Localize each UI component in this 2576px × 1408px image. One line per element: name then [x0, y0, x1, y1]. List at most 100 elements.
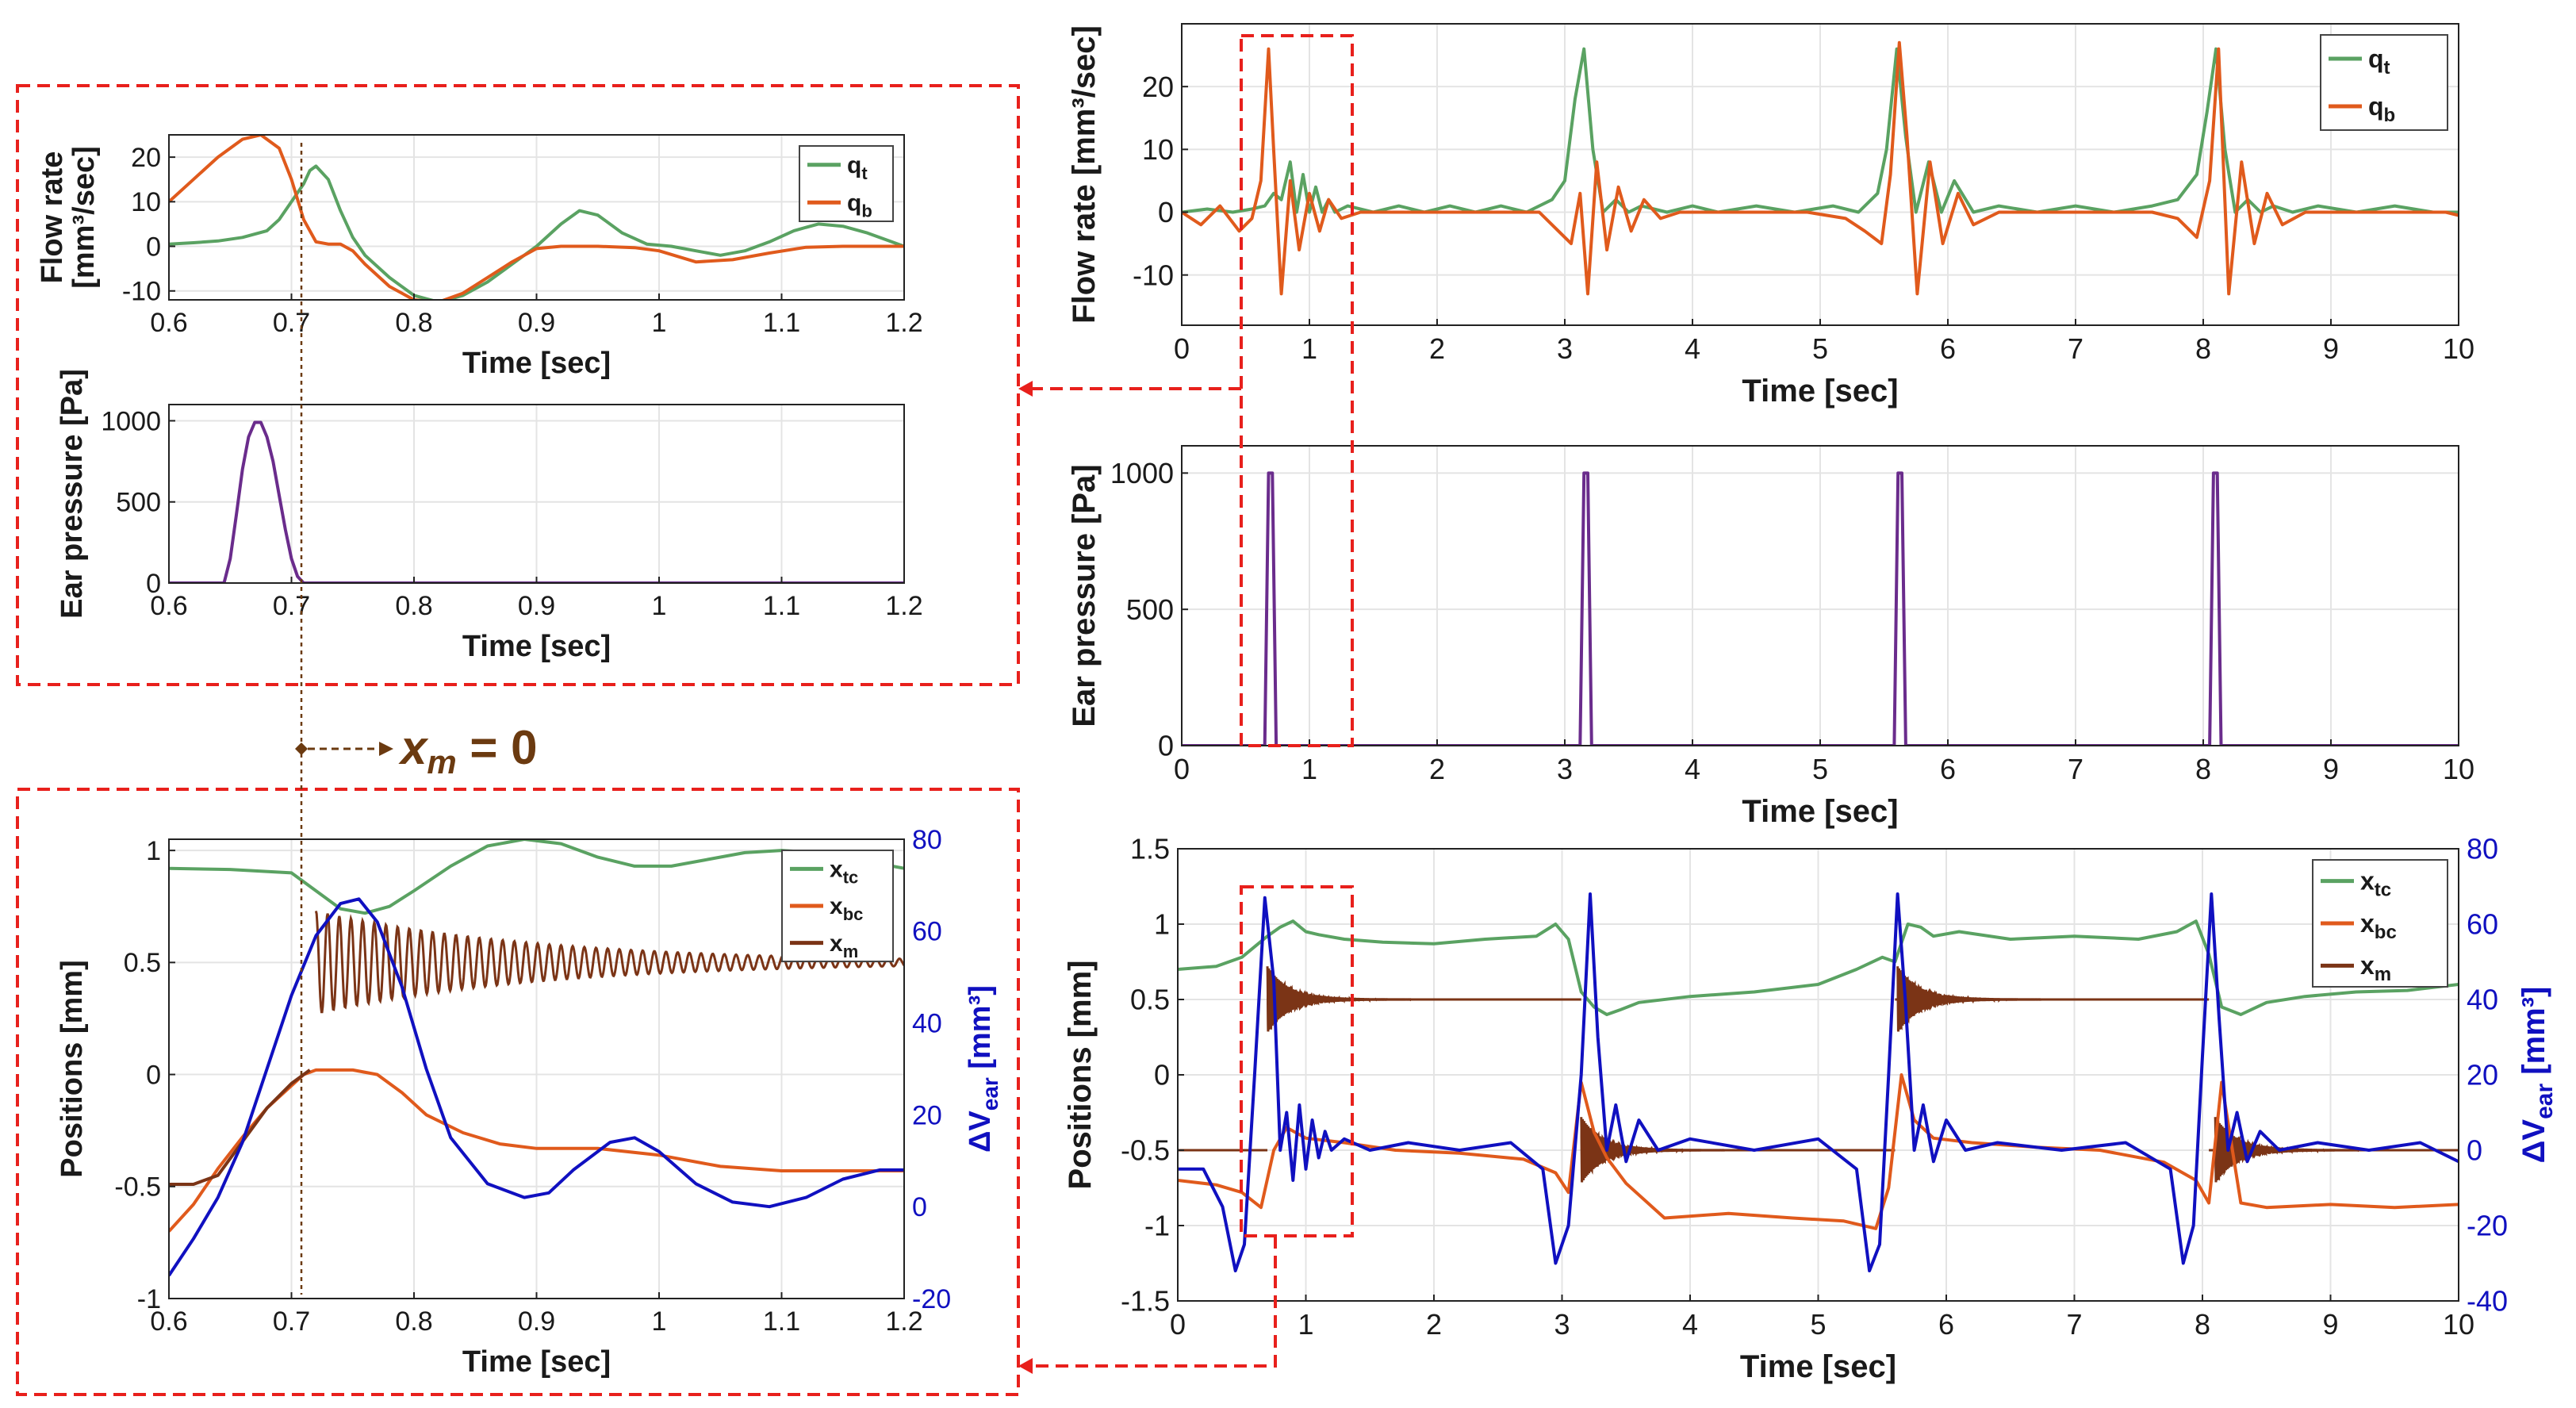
- xm-zero-label: xm = 0: [398, 721, 537, 781]
- y-axis-label: Positions [mm]: [1063, 961, 1098, 1190]
- x-tick-label: 1: [1298, 1308, 1313, 1341]
- series-ear-pressure: [169, 420, 904, 583]
- x-tick-label: 1.2: [885, 1306, 922, 1337]
- y2-tick-label: 0: [912, 1192, 927, 1222]
- x-tick-label: 1.1: [763, 308, 800, 338]
- x-tick-label: 1.1: [763, 591, 800, 621]
- x-tick-label: 7: [2068, 332, 2083, 365]
- x-tick-label: 0.7: [273, 1306, 310, 1337]
- y2-axis-label-sub: ear: [2532, 1084, 2558, 1119]
- series-ear-pressure: [1182, 471, 2459, 746]
- y-tick-label: -1.5: [1121, 1285, 1170, 1318]
- x-tick-label: 0.9: [518, 308, 555, 338]
- y-tick-label: -10: [1133, 259, 1174, 291]
- arrowhead-bottom: [1018, 1358, 1033, 1374]
- y-tick-label: 0: [146, 569, 161, 599]
- legend-label-main: q: [2368, 92, 2384, 121]
- y2-tick-label: -20: [912, 1284, 951, 1314]
- y2-tick-label: 60: [2467, 908, 2498, 941]
- x-tick-label: 1.2: [885, 591, 922, 621]
- tick-labels: 0.6 0.7 0.8 0.9 1 1.1 1.2 -1 -0.5 0 0.5 1 -20 0 20 40 60…: [114, 825, 951, 1337]
- chart-pressure-full: 0 1 2 3 4 5 6 7 8 9 10 0 500 1000 Time [sec] Ear pressu…: [1067, 445, 2474, 829]
- x-tick-label: 1: [652, 1306, 667, 1337]
- y2-tick-label: 20: [912, 1100, 942, 1130]
- x-tick-label: 0.9: [518, 1306, 555, 1337]
- x-tick-label: 7: [2068, 753, 2083, 785]
- x-tick-label: 9: [2322, 1308, 2338, 1341]
- y2-tick-label: 80: [2467, 833, 2498, 865]
- y2-axis-label-unit: [mm³]: [964, 985, 997, 1077]
- x-tick-label: 1: [1301, 753, 1317, 785]
- legend-label-main: x: [2360, 909, 2375, 938]
- x-tick-label: 0: [1174, 753, 1190, 785]
- series-dV-ear: [1178, 892, 2459, 1272]
- y-tick-label: 20: [1142, 71, 1174, 103]
- x-tick-label: 6: [1940, 332, 1956, 365]
- y-axis-label-line: Flow rate: [36, 152, 69, 284]
- legend-label-sub: tc: [2375, 879, 2391, 900]
- y-tick-label: 1000: [101, 406, 161, 436]
- legend-label-sub: m: [843, 942, 859, 961]
- x-tick-label: 9: [2323, 332, 2339, 365]
- x-tick-label: 0: [1170, 1308, 1186, 1341]
- xm-zero-marker: xm = 0: [295, 143, 537, 1295]
- legend-label-main: q: [2368, 44, 2384, 73]
- y-axis-label: Ear pressure [Pa]: [56, 369, 89, 619]
- y2-tick-label: 0: [2467, 1134, 2482, 1167]
- zoom-region-bottom-right: [1240, 885, 1354, 1237]
- legend-label: xbc: [2360, 909, 2397, 943]
- y-axis-label-line: Positions [mm]: [1063, 961, 1098, 1190]
- series-q-t: [169, 164, 904, 300]
- legend-label-main: q: [847, 190, 861, 216]
- legend-label: xbc: [830, 893, 863, 924]
- x-tick-label: 4: [1685, 753, 1700, 785]
- tick-labels: 0 1 2 3 4 5 6 7 8 9 10 -1.5 -1 -0.5 0 0.5 1 1.5 -40 -20 0 20 4…: [1121, 833, 2508, 1341]
- legend-label: xtc: [830, 857, 858, 888]
- x-tick-label: 1.1: [763, 1306, 800, 1337]
- chart-positions-zoom: 0.6 0.7 0.8 0.9 1 1.1 1.2 -1 -0.5 0 0.5 1 -20 0 20 40 60…: [56, 825, 1002, 1379]
- y2-tick-label: 40: [912, 1009, 942, 1039]
- chart-flow-zoom: 0.6 0.7 0.8 0.9 1 1.1 1.2 -10 0 10 20 Time [sec] Flo…: [36, 134, 923, 380]
- legend-label-main: x: [2360, 866, 2375, 895]
- y-tick-label: 0: [146, 232, 161, 262]
- y-tick-label: 1000: [1110, 457, 1174, 489]
- legend-label-main: x: [2360, 951, 2375, 980]
- legend-label-main: x: [830, 930, 843, 957]
- legend-label-sub: b: [861, 201, 872, 221]
- y-tick-label: -10: [122, 277, 161, 307]
- x-tick-label: 10: [2443, 1308, 2474, 1341]
- y-tick-label: 10: [1142, 133, 1174, 166]
- y2-tick-label: 60: [912, 917, 942, 947]
- y-tick-label: 0: [1154, 1059, 1170, 1091]
- x-tick-label: 0.8: [395, 308, 432, 338]
- x-tick-label: 8: [2195, 753, 2211, 785]
- connector-bottom: [1031, 1236, 1277, 1368]
- x-tick-label: 6: [1940, 753, 1956, 785]
- xm-zero-arrowhead: [379, 742, 393, 756]
- x-tick-label: 10: [2443, 753, 2474, 785]
- x-tick-label: 0.6: [150, 1306, 187, 1337]
- y-axis-label-line: Ear pressure [Pa]: [56, 369, 89, 619]
- y-axis-label-line: Positions [mm]: [56, 960, 89, 1177]
- y-tick-label: 20: [131, 143, 161, 173]
- legend-box: [2320, 34, 2448, 131]
- y-tick-label: 500: [1126, 593, 1174, 626]
- legend-label: qt: [847, 152, 868, 183]
- legend-label: xm: [2360, 951, 2391, 985]
- series-x-bc: [1178, 1073, 2459, 1230]
- legend-label-main: q: [847, 152, 861, 178]
- x-axis-label: Time [sec]: [462, 630, 611, 663]
- y2-tick-label: -40: [2467, 1285, 2508, 1318]
- x-axis-label: Time [sec]: [1742, 374, 1898, 409]
- x-tick-label: 3: [1557, 332, 1573, 365]
- legend-label-main: x: [830, 893, 843, 919]
- x-tick-label: 3: [1554, 1308, 1570, 1341]
- y-tick-label: 0: [1158, 196, 1174, 228]
- x-tick-label: 0.6: [150, 308, 187, 338]
- x-tick-label: 3: [1557, 753, 1573, 785]
